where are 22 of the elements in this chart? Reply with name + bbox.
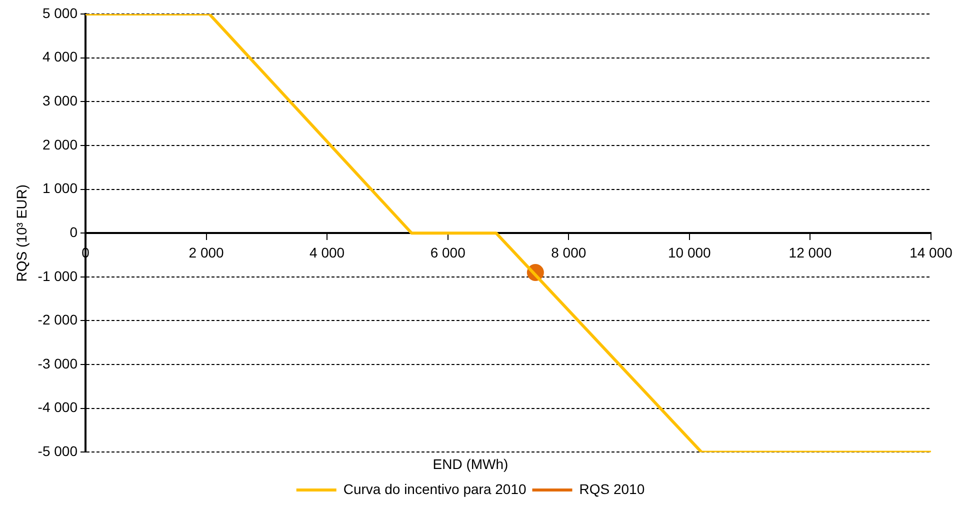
y-tick-label: 1 000: [42, 180, 78, 196]
y-axis-title: RQS (10³ EUR): [13, 184, 30, 282]
y-tick-label: -1 000: [38, 268, 78, 284]
y-tick-label: -5 000: [38, 443, 78, 460]
y-tick-label: 5 000: [42, 4, 78, 21]
y-tick-label: -4 000: [38, 399, 78, 416]
y-tick-label: 3 000: [42, 92, 78, 108]
x-tick-label: 14 000: [910, 244, 953, 260]
x-tick-label: 2 000: [188, 244, 224, 260]
x-tick-label: 6 000: [430, 244, 466, 260]
y-tick-label: 2 000: [42, 136, 78, 152]
y-tick-label: -3 000: [38, 355, 78, 372]
y-tick-label: 4 000: [42, 48, 78, 65]
legend-label: RQS 2010: [579, 480, 645, 497]
x-tick-label: 4 000: [310, 244, 345, 260]
x-tick-label: 12 000: [788, 244, 832, 260]
y-tick-label: 0: [70, 224, 78, 240]
legend-label: Curva do incentivo para 2010: [343, 480, 526, 497]
x-tick-label: 10 000: [668, 244, 712, 260]
y-tick-label: -2 000: [38, 312, 78, 328]
x-axis-title: END (MWh): [432, 456, 508, 472]
x-tick-label: 8 000: [551, 244, 586, 260]
